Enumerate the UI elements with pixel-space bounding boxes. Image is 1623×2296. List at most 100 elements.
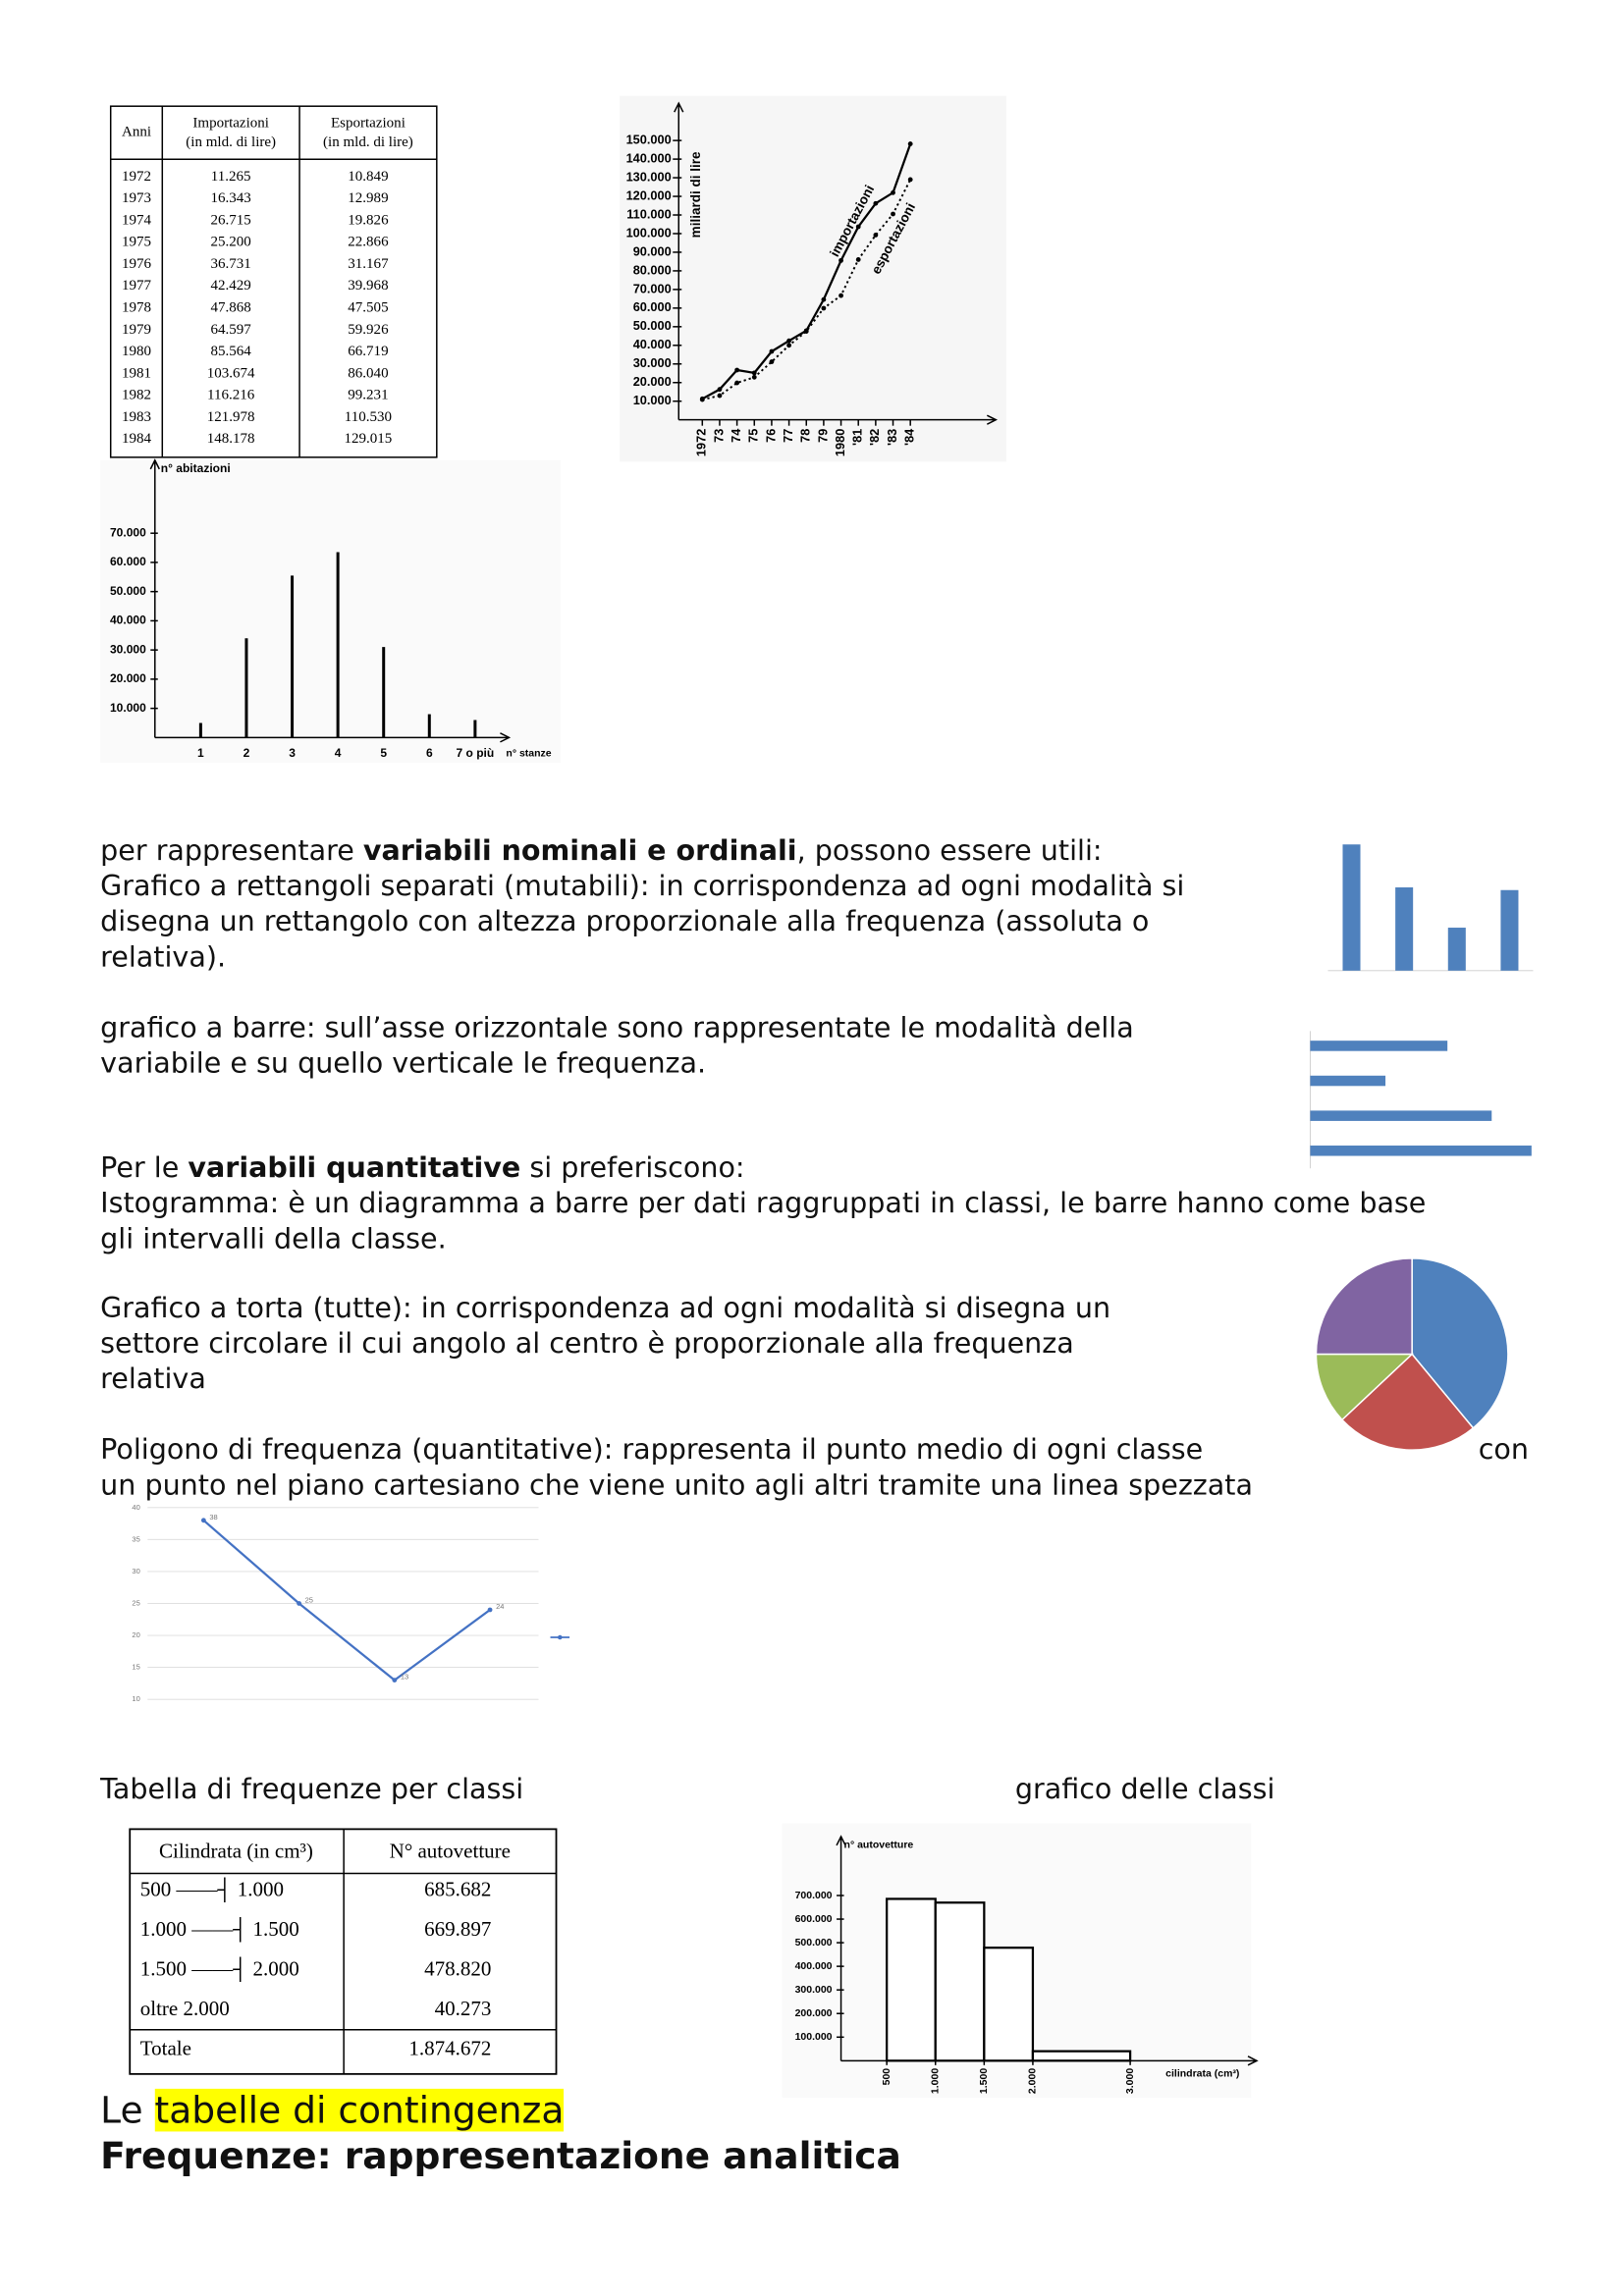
y-tick-label: 10.000 xyxy=(110,701,146,715)
table-cell: 1981 xyxy=(122,365,151,381)
figure-background xyxy=(100,459,562,763)
table-cell: 129.015 xyxy=(345,431,393,447)
y-tick-label: 30 xyxy=(132,1567,139,1575)
series-line xyxy=(202,1519,491,1682)
point xyxy=(839,257,843,263)
paragraph-line: gli intervalli della classe. xyxy=(100,1222,447,1255)
pie-slice xyxy=(1411,1257,1509,1429)
table-header: Cilindrata (in cm³) xyxy=(159,1839,313,1862)
point xyxy=(891,189,895,195)
point xyxy=(786,343,791,348)
x-tick-label: '81 xyxy=(850,429,865,446)
y-tick-label: 30.000 xyxy=(633,355,672,370)
point xyxy=(392,1678,398,1683)
table-cell: 86.040 xyxy=(348,365,388,381)
text-run: per rappresentare xyxy=(100,834,363,868)
table-cell: 16.343 xyxy=(211,190,251,206)
table-cell: 478.820 xyxy=(424,1956,491,1980)
table-cell: 1.000 ——┤ 1.500 xyxy=(140,1916,299,1943)
table-header: Esportazioni xyxy=(331,116,406,132)
text-run: Per le xyxy=(100,1151,189,1185)
table-cell: 19.826 xyxy=(348,212,389,228)
y-tick-label: 100.000 xyxy=(795,2031,833,2043)
paragraph-line: settore circolare il cui angolo al centr… xyxy=(100,1327,1074,1361)
x-tick-label: '83 xyxy=(885,429,899,446)
y-tick-label: 20.000 xyxy=(633,374,672,389)
table-cell: 1973 xyxy=(122,190,151,206)
caption: Tabella di frequenze per classi xyxy=(100,1773,524,1806)
bold-text: variabili quantitative xyxy=(188,1151,521,1185)
x-tick-label: 1980 xyxy=(833,429,847,456)
y-tick-label: 20 xyxy=(132,1630,139,1639)
y-tick-label: 40.000 xyxy=(110,614,146,627)
x-tick-label: 75 xyxy=(746,429,761,443)
table-cell: 110.530 xyxy=(345,409,392,425)
x-tick-label: 77 xyxy=(781,429,795,443)
point xyxy=(891,211,895,217)
point xyxy=(786,338,791,344)
table-cell: 40.273 xyxy=(435,1997,492,2020)
data-label: 13 xyxy=(401,1673,408,1682)
bold-text: variabili nominali e ordinali xyxy=(362,834,797,868)
table-cell: 121.978 xyxy=(207,409,255,425)
table-header: (in mld. di lire) xyxy=(323,134,413,150)
x-axis-label: cilindrata (cm³) xyxy=(1165,2068,1239,2080)
point xyxy=(734,367,740,373)
table-cell: 669.897 xyxy=(424,1917,491,1941)
x-tick-label: 79 xyxy=(815,429,830,443)
y-tick-label: 200.000 xyxy=(795,2007,833,2019)
y-axis-label: miliardi di lire xyxy=(688,151,703,238)
x-tick-label: 6 xyxy=(426,746,433,760)
y-tick-label: 600.000 xyxy=(795,1913,833,1925)
table-border xyxy=(109,105,438,458)
paragraph-line: un punto nel piano cartesiano che viene … xyxy=(100,1468,1253,1502)
point xyxy=(751,374,757,380)
point xyxy=(717,393,723,399)
x-tick-label: 1.000 xyxy=(930,2068,942,2094)
table-cell: 1982 xyxy=(122,388,151,403)
table-cell: 500 ——┤ 1.000 xyxy=(140,1876,284,1902)
data-label: 24 xyxy=(496,1602,504,1611)
y-axis-label: n° autovetture xyxy=(844,1840,914,1851)
x-tick-label: '84 xyxy=(902,428,917,446)
text-run: si preferiscono: xyxy=(520,1151,745,1185)
point xyxy=(769,348,775,354)
paragraph-line: Istogramma: è un diagramma a barre per d… xyxy=(100,1187,1427,1220)
y-tick-label: 300.000 xyxy=(795,1984,833,1996)
y-tick-label: 100.000 xyxy=(626,225,672,240)
table-header: Anni xyxy=(122,125,151,140)
axis-arrow xyxy=(986,414,999,425)
table-cell: 47.505 xyxy=(348,299,388,315)
x-tick-label: 5 xyxy=(380,746,387,760)
x-tick-label: 1.500 xyxy=(978,2068,990,2094)
pie-slice xyxy=(1315,1257,1413,1356)
table-cell: 42.429 xyxy=(211,278,251,294)
y-tick-label: 60.000 xyxy=(110,555,146,568)
x-tick-label: 2 xyxy=(243,746,250,760)
table-cell: 1984 xyxy=(122,431,152,447)
y-tick-label: 30.000 xyxy=(110,642,146,656)
y-tick-label: 700.000 xyxy=(795,1890,833,1901)
paragraph-line: Per le variabili quantitative si preferi… xyxy=(100,1150,744,1186)
point xyxy=(907,177,913,183)
highlighted-text: tabelle di contingenza xyxy=(154,2088,565,2132)
point xyxy=(803,329,809,334)
paragraph-line: grafico a barre: sull’asse orizzontale s… xyxy=(100,1011,1134,1044)
pie-slice xyxy=(1340,1353,1475,1451)
heading: Frequenze: rappresentazione analitica xyxy=(100,2134,901,2178)
paragraph-line: Grafico a torta (tutte): in corrisponden… xyxy=(100,1292,1111,1325)
table-cell: 148.178 xyxy=(207,431,255,447)
y-tick-label: 140.000 xyxy=(626,150,672,165)
table-cell: 47.868 xyxy=(211,299,251,315)
point xyxy=(873,200,879,206)
data-label: 38 xyxy=(209,1513,217,1522)
point xyxy=(907,141,913,146)
x-tick-label: 73 xyxy=(711,429,726,443)
x-tick-label: 3 xyxy=(289,746,296,760)
point xyxy=(751,370,757,376)
table-cell: 116.216 xyxy=(207,388,255,403)
x-tick-label: 7 o più xyxy=(457,746,495,760)
point xyxy=(855,224,861,230)
table-header: N° autovetture xyxy=(390,1839,511,1862)
